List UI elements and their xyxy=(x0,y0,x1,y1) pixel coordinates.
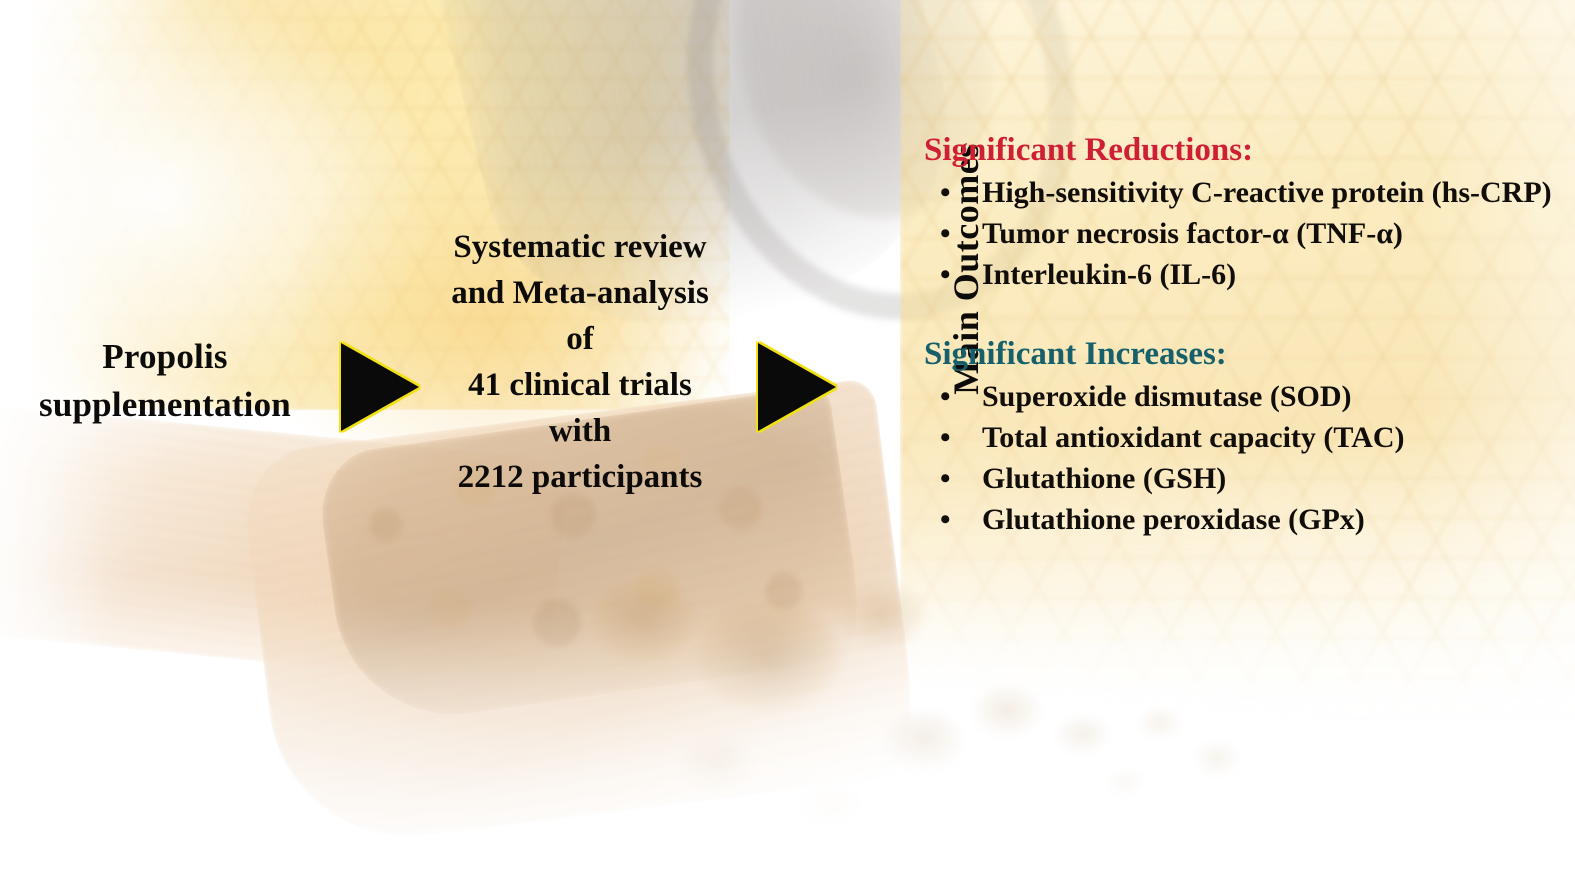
bullet-icon: • xyxy=(940,503,951,536)
list-item-label: Glutathione (GSH) xyxy=(982,462,1227,495)
bullet-icon: • xyxy=(940,258,951,291)
study-line: Systematic review xyxy=(453,229,707,265)
list-item: • Tumor necrosis factor-α (TNF-α) xyxy=(924,213,1574,254)
list-item-label: Tumor necrosis factor-α (TNF-α) xyxy=(982,217,1403,250)
section-spacer xyxy=(924,295,1574,334)
spilled-propolis-image xyxy=(560,555,1080,855)
significant-reductions-heading: Significant Reductions: xyxy=(924,132,1254,168)
study-line: with xyxy=(548,413,612,449)
list-item-label: Interleukin-6 (IL-6) xyxy=(982,258,1237,291)
significant-increases-heading: Significant Increases: xyxy=(924,336,1227,372)
study-line: of xyxy=(566,321,594,357)
bullet-icon: • xyxy=(940,217,951,250)
bullet-icon: • xyxy=(940,176,951,209)
reductions-list: • High-sensitivity C-reactive protein (h… xyxy=(924,172,1574,295)
intervention-label: Propolis supplementation xyxy=(0,333,330,429)
study-line: 2212 participants xyxy=(457,459,703,495)
study-line: 41 clinical trials xyxy=(468,367,692,403)
list-item: • Total antioxidant capacity (TAC) xyxy=(924,417,1574,458)
intervention-text: Propolis supplementation xyxy=(0,333,330,429)
list-item-label: Superoxide dismutase (SOD) xyxy=(982,380,1352,413)
list-item-label: Total antioxidant capacity (TAC) xyxy=(982,421,1405,454)
bullet-icon: • xyxy=(940,421,951,454)
list-item-label: High-sensitivity C-reactive protein (hs-… xyxy=(982,176,1552,209)
list-item-label: Glutathione peroxidase (GPx) xyxy=(982,503,1365,536)
list-item: • Superoxide dismutase (SOD) xyxy=(924,376,1574,417)
intervention-line: supplementation xyxy=(39,385,291,424)
intervention-line: Propolis xyxy=(102,337,228,376)
loose-granules-image xyxy=(1030,690,1270,840)
list-item: • Interleukin-6 (IL-6) xyxy=(924,254,1574,295)
outcomes-panel: Significant Reductions: • High-sensitivi… xyxy=(924,130,1574,540)
right-triangle-arrow-icon xyxy=(758,343,836,431)
study-description: Systematic review and Meta-analysis of 4… xyxy=(395,224,765,500)
bullet-icon: • xyxy=(940,462,951,495)
list-item: • Glutathione peroxidase (GPx) xyxy=(924,499,1574,540)
increases-list: • Superoxide dismutase (SOD) • Total ant… xyxy=(924,376,1574,540)
bullet-icon: • xyxy=(940,380,951,413)
study-line: and Meta-analysis xyxy=(451,275,709,311)
list-item: • Glutathione (GSH) xyxy=(924,458,1574,499)
list-item: • High-sensitivity C-reactive protein (h… xyxy=(924,172,1574,213)
